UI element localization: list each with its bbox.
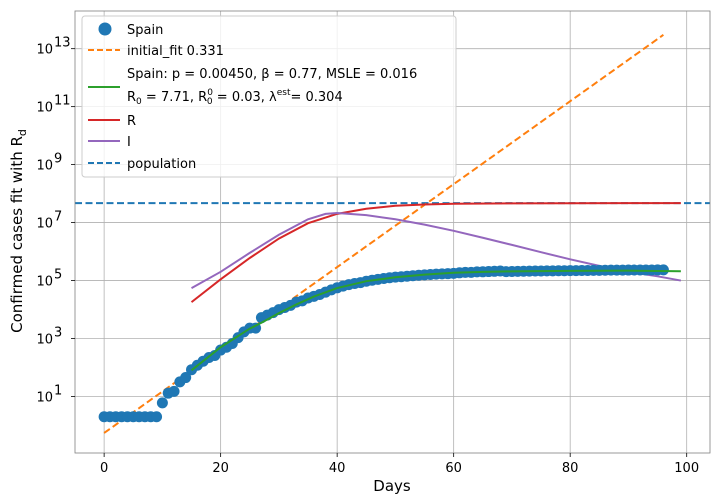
y-tick-exponent: 7 <box>54 210 62 225</box>
data-point-spain <box>168 385 180 397</box>
legend-label-r: R <box>127 114 136 129</box>
fit-r00-sup: 0 <box>207 88 213 98</box>
x-tick-label: 40 <box>329 461 346 476</box>
x-axis: 0 20 40 60 80 100 <box>100 453 699 476</box>
legend-label-fit-line2: R0 = 7.71, R0 0 = 0.03, λest= 0.304 <box>127 88 343 107</box>
x-tick-label: 0 <box>100 461 108 476</box>
series-layer <box>75 34 710 434</box>
y-tick-exponent: 3 <box>54 326 62 341</box>
data-point-spain <box>156 397 168 409</box>
data-point-spain <box>180 372 192 384</box>
y-axis-label: Confirmed cases fit with Rd <box>8 129 29 333</box>
series-spain-points <box>98 264 669 423</box>
x-axis-label: Days <box>373 477 411 495</box>
legend-box <box>81 15 457 178</box>
y-tick-label: 10 <box>36 101 53 116</box>
legend-marker-spain <box>98 22 112 36</box>
y-tick-exponent: 13 <box>54 36 71 51</box>
y-axis-label-main: Confirmed cases fit with R <box>8 136 26 333</box>
y-tick-label: 10 <box>36 217 53 232</box>
data-point-spain <box>151 411 163 423</box>
y-tick-label: 10 <box>36 390 53 405</box>
y-tick-label: 10 <box>36 333 53 348</box>
y-axis-label-subscript: d <box>16 129 29 136</box>
fit-r00-sub: 0 <box>207 97 213 107</box>
legend-label-spain: Spain <box>127 23 163 38</box>
y-tick-label: 10 <box>36 159 53 174</box>
y-tick-exponent: 5 <box>54 268 62 283</box>
fit-lambda-text: = 0.03, λ <box>213 90 277 105</box>
legend-label-i: I <box>127 135 131 150</box>
y-tick-exponent: 1 <box>54 383 62 398</box>
legend-label-fit-line1: Spain: p = 0.00450, β = 0.77, MSLE = 0.0… <box>127 67 417 82</box>
series-fit-line <box>190 269 681 372</box>
legend-label-population: population <box>127 157 196 172</box>
y-tick-exponent: 9 <box>54 152 62 167</box>
fit-r0-text: R <box>127 90 136 105</box>
fit-lambda-value: = 0.304 <box>290 90 342 105</box>
legend: Spain initial_fit 0.331 Spain: p = 0.004… <box>81 15 457 178</box>
data-point-spain <box>657 264 669 276</box>
series-initial-fit-line <box>103 34 664 434</box>
legend-label-initial-fit: initial_fit 0.331 <box>127 44 224 59</box>
plot-frame <box>74 10 711 454</box>
fit-r0-sub: 0 <box>136 97 142 107</box>
x-tick-label: 100 <box>674 461 699 476</box>
series-r-line <box>190 202 681 303</box>
x-tick-label: 60 <box>445 461 462 476</box>
x-tick-label: 20 <box>212 461 229 476</box>
x-tick-label: 80 <box>562 461 579 476</box>
y-tick-label: 10 <box>36 43 53 58</box>
fit-r00-text: = 7.71, R <box>142 90 207 105</box>
y-tick-exponent: 11 <box>54 94 71 109</box>
fit-lambda-sup: est <box>277 88 291 98</box>
y-tick-label: 10 <box>36 275 53 290</box>
